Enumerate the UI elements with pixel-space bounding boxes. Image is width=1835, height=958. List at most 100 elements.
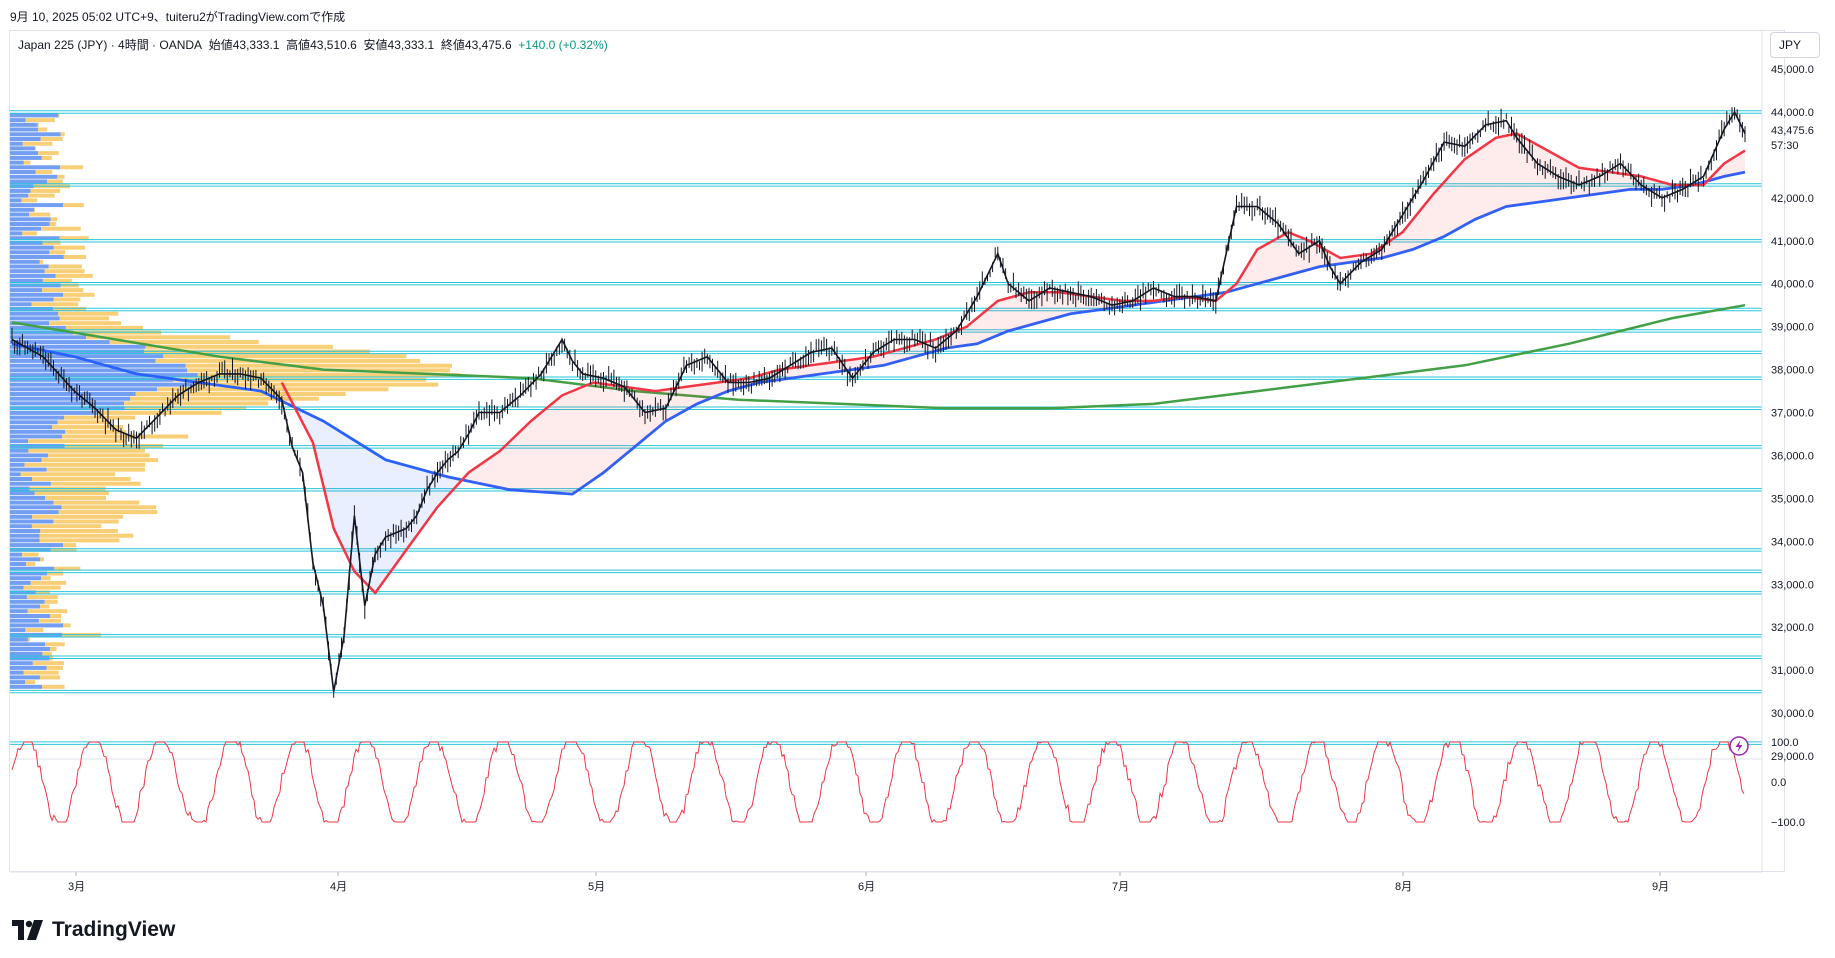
volume-bar [58,311,119,316]
legend-symbol[interactable]: Japan 225 (JPY) · 4時間 · OANDA [18,38,203,52]
cloud-segment [364,446,376,593]
cloud-segment [375,453,386,593]
volume-bar [10,566,55,571]
price-axis[interactable]: 45,000.0 44,000.0 42,000.0 41,000.0 40,000.0… [1771,64,1814,763]
volume-bar [28,193,55,198]
price-tick-label: 41,000.0 [1771,236,1814,248]
volume-bar [197,373,461,378]
volume-bar [10,552,23,557]
price-tick-label: 33,000.0 [1771,579,1814,591]
price-tick-label: 38,000.0 [1771,365,1814,377]
volume-bar [45,642,65,647]
cloud-segment [1246,249,1258,287]
volume-bar [10,368,188,373]
volume-bar [41,155,52,160]
volume-bar [10,165,61,170]
volume-bar [63,292,95,297]
volume-bar [65,429,127,434]
volume-bar [10,354,164,359]
volume-bar [49,250,66,255]
volume-bar [42,240,61,245]
volume-bar [25,628,44,633]
volume-bar [10,585,24,590]
volume-bar [185,363,452,368]
volume-bar [10,647,51,651]
cloud-segment [883,351,895,366]
cloud-segment [634,388,645,447]
volume-bar [10,203,64,208]
cloud-segment [1454,159,1465,231]
cloud-segment [624,386,635,456]
volume-bar [53,307,87,311]
cloud-segment [1423,193,1434,246]
cloud-segment [1060,292,1071,317]
volume-bar [10,146,35,151]
volume-bar [10,151,39,156]
volume-bar [10,264,49,269]
volume-bar [57,174,65,179]
volume-bar [10,462,25,467]
volume-bar [10,358,156,363]
volume-bar [10,491,35,496]
legend-change: +140.0 (+0.32%) [518,38,608,52]
cloud-segment [1267,237,1278,281]
volume-bar [10,500,54,505]
volume-bar [10,434,63,439]
volume-bar [10,340,110,345]
volume-bar [58,510,158,515]
ema-slow-line [11,170,1746,496]
cloud-segment [510,431,521,491]
ema-cloud-fill [281,133,1745,593]
volume-bar [39,259,43,264]
volume-bar [10,170,36,174]
lightning-icon[interactable] [1729,736,1749,756]
volume-bar [10,193,29,198]
volume-bar [31,524,102,529]
volume-bar [10,415,65,420]
time-tick-label: 7月 [1112,881,1129,893]
oscillator-tick-label: 0.0 [1771,777,1786,789]
time-axis[interactable]: 3月 4月 5月 6月 7月 8月 9月 [68,872,1669,893]
cloud-segment [541,403,552,493]
cloud-segment [613,385,625,465]
price-tick-label: 34,000.0 [1771,536,1814,548]
volume-bar [10,505,62,510]
volume-bar [42,278,72,283]
volume-bar [38,127,48,132]
volume-bar [10,198,22,203]
cloud-segment [551,395,562,494]
volume-bar [40,604,50,609]
sma-long-line [11,303,1746,410]
volume-bar [60,165,83,170]
volume-bar [30,580,67,585]
volume-bar [31,302,79,307]
volume-bar [10,599,45,604]
cloud-segment [1257,243,1268,284]
cloud-segment [437,474,448,507]
volume-bar [10,675,40,680]
volume-bar [10,174,58,179]
price-tick-label: 29,000.0 [1771,751,1814,763]
volume-bar [27,609,68,614]
cloud-segment [821,362,832,374]
volume-bar [53,519,119,524]
cloud-segment [894,348,905,363]
tradingview-brand[interactable]: TradingView [12,918,175,942]
volume-bar [10,231,23,236]
volume-bar [10,396,131,401]
volume-bar [10,618,39,623]
volume-bar [10,335,87,340]
volume-bar [47,179,63,184]
volume-bar [10,533,40,538]
currency-button[interactable]: JPY [1770,32,1820,58]
volume-bar [10,316,60,321]
volume-bar [41,458,159,463]
volume-bar [27,637,30,642]
volume-bar [10,529,41,533]
volume-bar [10,684,43,689]
volume-bar [10,297,54,302]
volume-bar [10,680,26,685]
legend-close: 終値43,475.6 [440,38,512,52]
cloud-segment [1444,170,1455,237]
